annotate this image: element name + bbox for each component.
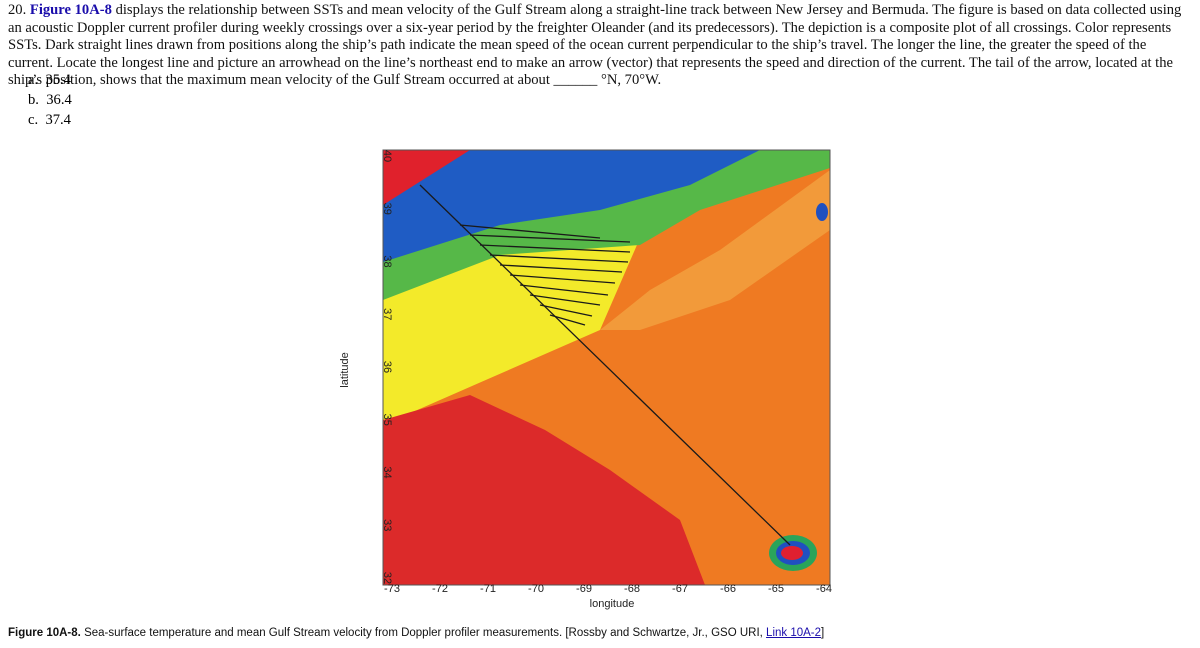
caption-end: ]: [821, 627, 825, 639]
option-label: b.: [28, 92, 39, 108]
caption-label: Figure 10A-8.: [8, 627, 81, 639]
sst-map: [383, 150, 830, 585]
x-axis-label: longitude: [590, 598, 635, 610]
x-tick-label: -71: [480, 583, 496, 595]
x-tick-label: -64: [816, 583, 832, 595]
y-tick-label: 34: [381, 466, 393, 478]
x-tick-label: -66: [720, 583, 736, 595]
caption: Figure 10A-8. Sea-surface temperature an…: [8, 627, 824, 639]
option: c. 37.4: [28, 112, 71, 129]
y-tick-label: 38: [381, 255, 393, 267]
option-text: 36.4: [46, 92, 72, 108]
y-ticks: 40 39 38 37 36 35 34 33 32: [381, 150, 393, 584]
y-tick-label: 40: [381, 150, 393, 162]
question-text: displays the relationship between SSTs a…: [8, 2, 1182, 88]
x-tick-label: -68: [624, 583, 640, 595]
figure: 40 39 38 37 36 35 34 33 32 -73 -72 -71 -70 -69 -68 -67…: [339, 149, 832, 610]
question: 20. Figure 10A-8 displays the relationsh…: [8, 2, 1194, 90]
x-tick-label: -70: [528, 583, 544, 595]
option-text: 35.4: [45, 72, 71, 88]
x-ticks: -73 -72 -71 -70 -69 -68 -67 -66 -65 -64: [384, 583, 832, 595]
x-tick-label: -73: [384, 583, 400, 595]
x-tick-label: -65: [768, 583, 784, 595]
caption-link[interactable]: Link 10A-2: [766, 627, 822, 639]
y-tick-label: 35: [381, 414, 393, 426]
x-tick-label: -69: [576, 583, 592, 595]
y-tick-label: 37: [381, 308, 393, 320]
question-text-end: °N, 70°W.: [600, 72, 662, 88]
y-tick-label: 39: [381, 203, 393, 215]
option: a. 35.4: [28, 72, 71, 89]
x-tick-label: -72: [432, 583, 448, 595]
option-label: a.: [28, 72, 39, 88]
option-text: 37.4: [45, 112, 71, 128]
y-tick-label: 32: [381, 572, 393, 584]
y-tick-label: 36: [381, 361, 393, 373]
y-axis-label: latitude: [339, 352, 351, 387]
question-number: 20.: [8, 2, 27, 18]
y-tick-label: 33: [381, 519, 393, 531]
figure-link[interactable]: Figure 10A-8: [29, 2, 112, 18]
x-tick-label: -67: [672, 583, 688, 595]
ship-track: [419, 184, 791, 546]
plot-frame: [382, 149, 831, 586]
blank: ______: [553, 72, 598, 88]
caption-text: Sea-surface temperature and mean Gulf St…: [84, 627, 763, 639]
option-label: c.: [28, 112, 39, 128]
option: b. 36.4: [28, 92, 72, 109]
